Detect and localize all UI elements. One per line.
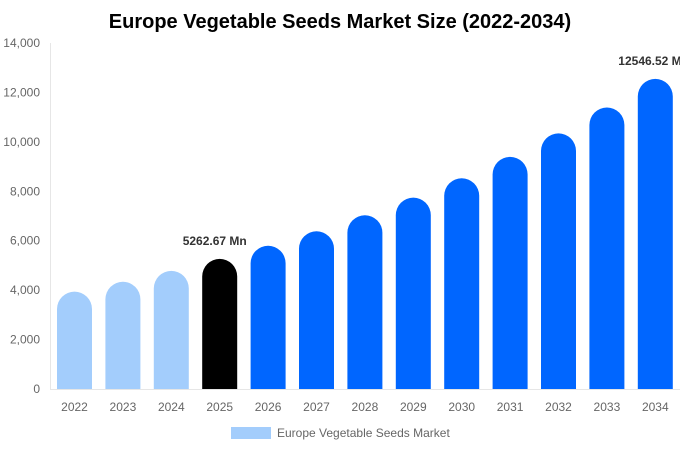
bar-2022[interactable] [57, 291, 92, 389]
y-tick-label: 14,000 [3, 36, 40, 50]
bar-2025[interactable] [202, 258, 238, 389]
bar-2026[interactable] [250, 245, 286, 389]
x-tick-label: 2029 [400, 400, 427, 414]
x-tick-label: 2027 [303, 400, 330, 414]
legend-swatch [231, 427, 271, 439]
bar-2032[interactable] [541, 133, 576, 389]
bar-2024[interactable] [153, 270, 189, 389]
bar-2033[interactable] [589, 107, 625, 390]
x-tick-label: 2030 [448, 400, 475, 414]
y-tick-label: 0 [33, 382, 40, 396]
legend-label: Europe Vegetable Seeds Market [277, 426, 450, 440]
y-tick-label: 6,000 [10, 234, 40, 248]
x-tick-label: 2023 [110, 400, 137, 414]
x-tick-label: 2034 [642, 400, 669, 414]
y-tick-label: 4,000 [10, 283, 40, 297]
bar-2027[interactable] [299, 231, 334, 389]
y-tick-label: 2,000 [10, 333, 40, 347]
chart-title: Europe Vegetable Seeds Market Size (2022… [109, 11, 571, 33]
y-tick-label: 8,000 [10, 184, 40, 198]
x-tick-label: 2025 [206, 400, 233, 414]
y-tick-label: 12,000 [3, 85, 40, 99]
x-tick-label: 2028 [352, 400, 379, 414]
bar-2023[interactable] [105, 281, 141, 389]
legend[interactable]: Europe Vegetable Seeds Market [231, 426, 450, 440]
x-tick-label: 2033 [594, 400, 621, 414]
y-tick-label: 10,000 [3, 135, 40, 149]
data-label-2034: 12546.52 Mn [618, 54, 680, 68]
bar-2030[interactable] [444, 178, 480, 389]
x-tick-label: 2026 [255, 400, 282, 414]
x-tick-label: 2024 [158, 400, 185, 414]
x-tick-label: 2022 [61, 400, 88, 414]
bar-2029[interactable] [395, 197, 431, 389]
x-tick-label: 2031 [497, 400, 524, 414]
bar-2031[interactable] [492, 156, 528, 389]
bar-2028[interactable] [347, 215, 383, 389]
bar-2034[interactable] [637, 78, 673, 389]
x-tick-label: 2032 [545, 400, 572, 414]
data-label-2025: 5262.67 Mn [183, 234, 247, 248]
